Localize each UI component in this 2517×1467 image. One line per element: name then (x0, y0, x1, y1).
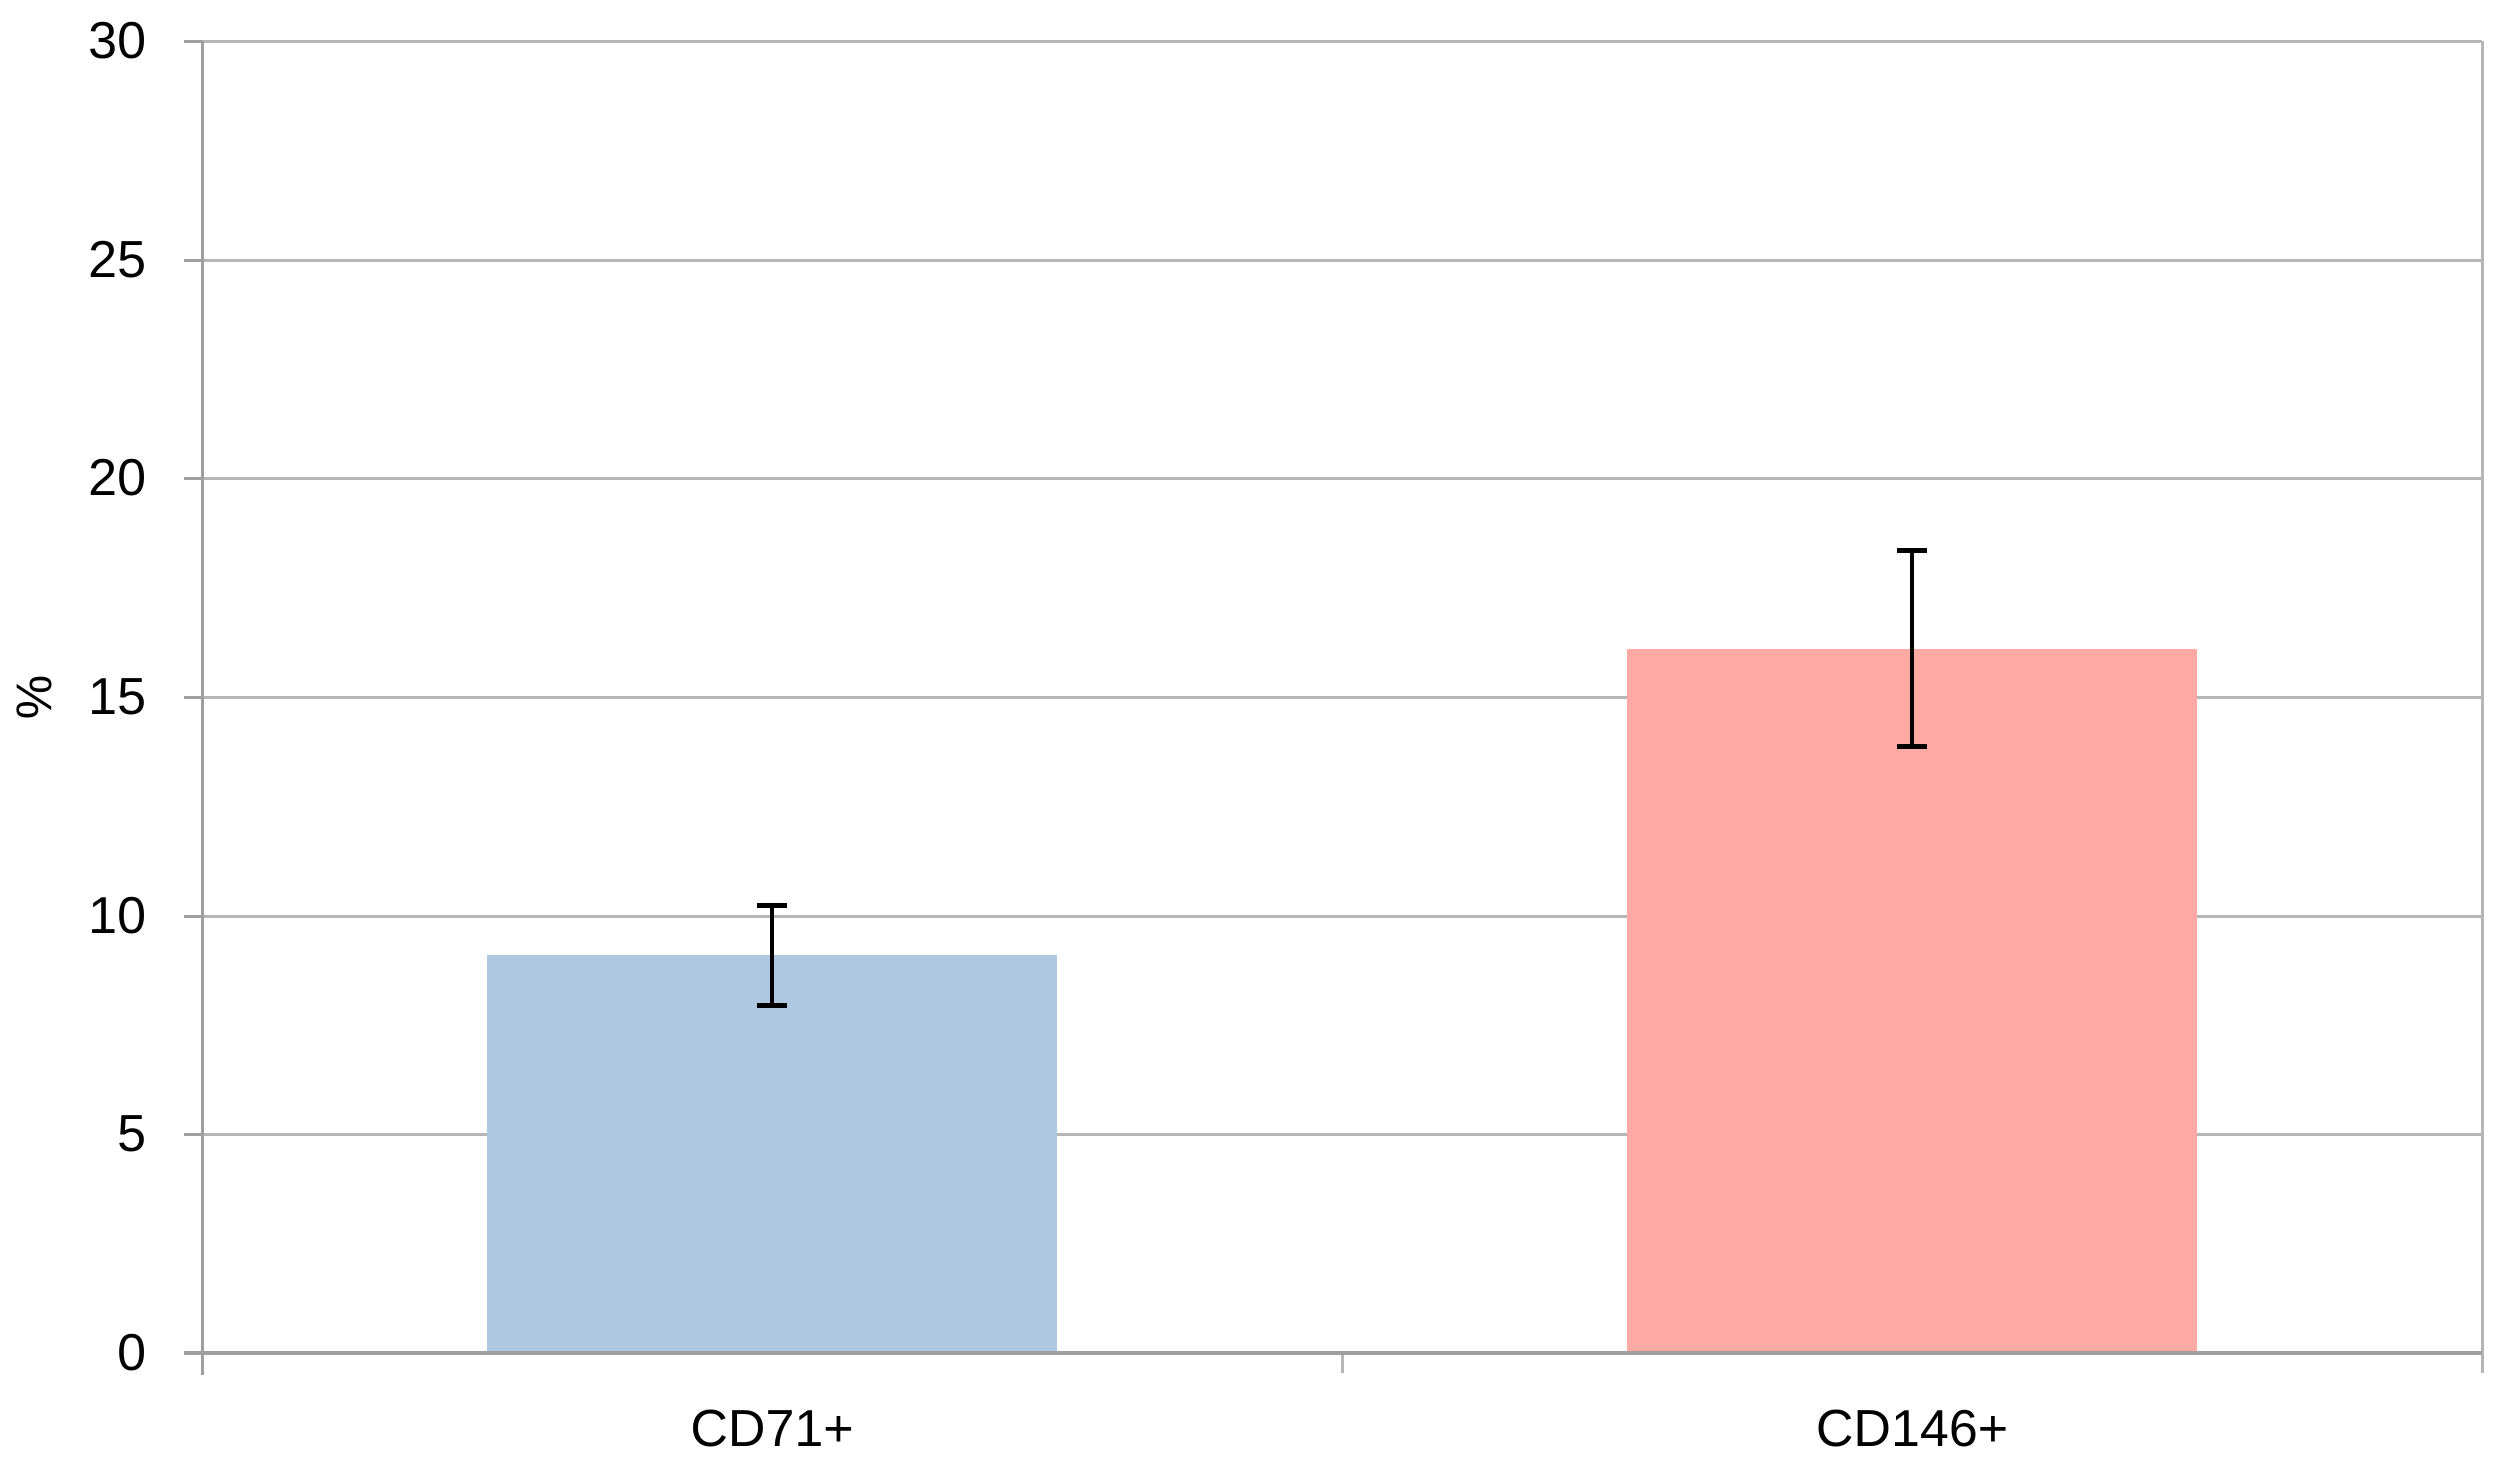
error-bar-cap-bottom (1897, 744, 1927, 749)
gridline (202, 915, 2482, 918)
error-bar-cap-bottom (757, 1003, 787, 1008)
plot-right-border (2481, 41, 2484, 1373)
y-axis-tick (184, 477, 202, 480)
x-axis-line (184, 1351, 2482, 1355)
y-tick-label: 20 (88, 449, 146, 507)
gridline (202, 477, 2482, 480)
error-bar-cap-top (757, 903, 787, 908)
y-tick-label: 30 (88, 12, 146, 70)
gridline (202, 259, 2482, 262)
error-bar-line (770, 903, 774, 1008)
y-axis-line (201, 41, 204, 1375)
y-tick-label: 0 (117, 1324, 146, 1382)
y-tick-label: 15 (88, 668, 146, 726)
bar-cd71 (487, 955, 1057, 1353)
gridline (202, 696, 2482, 699)
y-tick-label: 10 (88, 887, 146, 945)
y-tick-label: 5 (117, 1105, 146, 1163)
y-axis-tick (184, 40, 202, 43)
y-axis-tick (184, 696, 202, 699)
bar-cd146 (1627, 649, 2197, 1353)
error-bar-cap-top (1897, 548, 1927, 553)
error-bar (757, 903, 787, 1008)
gridline (202, 1133, 2482, 1136)
y-tick-label: 25 (88, 231, 146, 289)
y-axis-tick (184, 1133, 202, 1136)
y-axis-tick (184, 259, 202, 262)
x-axis-label: CD146+ (1815, 1400, 2009, 1458)
x-axis-label: CD71+ (690, 1400, 854, 1458)
x-axis-boundary-tick (1341, 1353, 1344, 1373)
gridline (202, 40, 2482, 43)
error-bar (1897, 548, 1927, 749)
y-axis-tick (184, 915, 202, 918)
error-bar-line (1910, 548, 1914, 749)
